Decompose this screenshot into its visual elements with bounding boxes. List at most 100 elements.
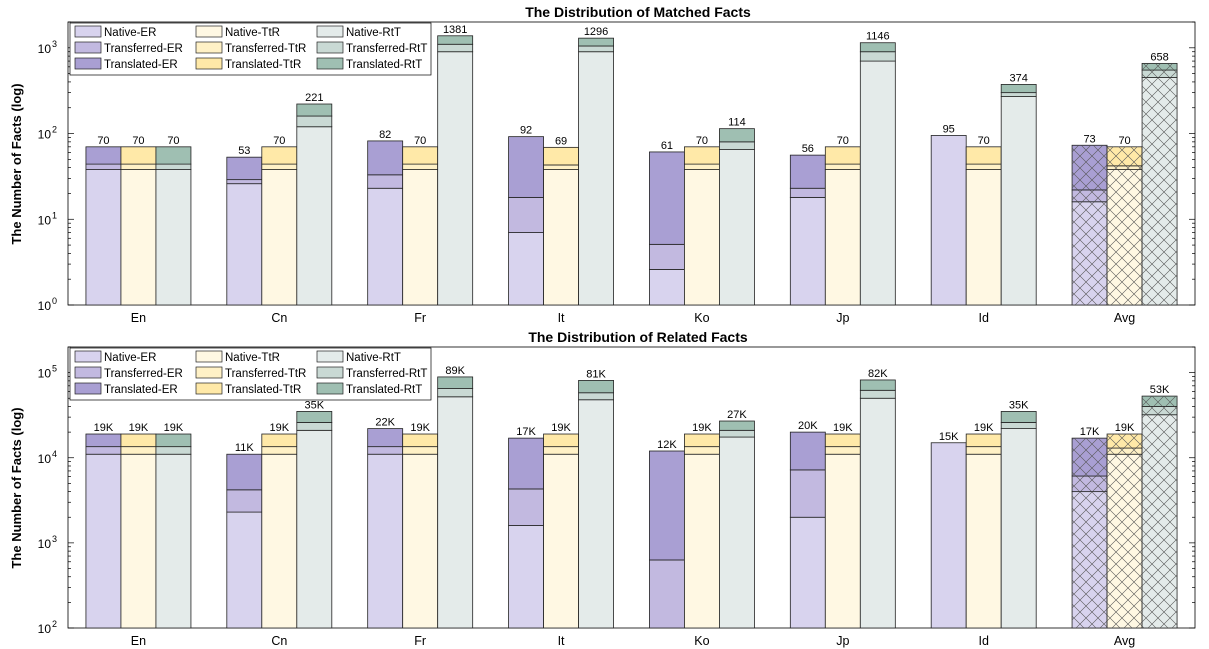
data-label: 53 xyxy=(238,145,250,157)
transferred-rtt-segment xyxy=(859,389,896,399)
native-rtt-segment xyxy=(155,453,192,629)
transferred-rtt-segment xyxy=(859,51,896,62)
data-label: 17K xyxy=(516,426,536,438)
native-rtt-segment xyxy=(437,396,474,629)
native-er-segment xyxy=(367,453,404,629)
translated-ttr-segment xyxy=(261,146,298,165)
native-rtt-segment xyxy=(578,51,614,306)
hatch-overlay xyxy=(1072,438,1108,477)
hatch-overlay xyxy=(1142,63,1178,71)
legend-entry: Transferred-RtT xyxy=(346,368,427,380)
data-label: 27K xyxy=(727,409,747,421)
transferred-rtt-segment xyxy=(155,163,192,170)
data-label: 19K xyxy=(164,422,184,434)
data-label: 374 xyxy=(1010,72,1028,84)
translated-er-segment xyxy=(789,431,826,471)
data-label: 70 xyxy=(273,135,285,147)
native-ttr-segment xyxy=(120,453,157,629)
native-er-segment xyxy=(789,516,826,629)
data-label: 69 xyxy=(555,135,567,147)
data-label: 70 xyxy=(978,135,990,147)
transferred-er-segment xyxy=(649,559,685,629)
translated-er-segment xyxy=(367,428,404,448)
hatch-overlay xyxy=(1107,448,1143,455)
transferred-ttr-segment xyxy=(684,163,720,170)
data-label: 92 xyxy=(520,125,532,137)
native-er-segment xyxy=(85,453,122,629)
data-label: 61 xyxy=(661,140,673,152)
y-tick-label: 10 xyxy=(38,213,52,227)
translated-er-segment xyxy=(226,156,263,181)
hatch-overlay xyxy=(1072,201,1108,305)
hatch-overlay xyxy=(1072,476,1108,492)
y-tick-exponent: 4 xyxy=(52,449,57,459)
related-facts-panel: The Distribution of Related Facts The Nu… xyxy=(9,329,1196,648)
transferred-ttr-segment xyxy=(543,164,579,170)
transferred-rtt-segment xyxy=(437,43,474,53)
translated-rtt-segment xyxy=(437,376,474,389)
y-tick-exponent: 3 xyxy=(52,39,57,49)
native-rtt-segment xyxy=(296,429,333,629)
transferred-ttr-segment xyxy=(120,446,157,455)
translated-rtt-segment xyxy=(719,128,755,143)
native-ttr-segment xyxy=(543,453,579,629)
native-ttr-segment xyxy=(965,453,1002,629)
legend-swatch xyxy=(195,57,223,70)
legend-entry: Native-ER xyxy=(104,27,156,39)
transferred-rtt-segment xyxy=(437,388,474,398)
translated-ttr-segment xyxy=(684,433,720,448)
y-tick-label: 10 xyxy=(38,299,52,313)
data-label: 35K xyxy=(1009,399,1029,411)
native-rtt-segment xyxy=(1000,96,1037,306)
transferred-er-segment xyxy=(85,446,122,455)
translated-ttr-segment xyxy=(120,146,157,165)
y-tick-exponent: 5 xyxy=(52,364,57,374)
data-label: 20K xyxy=(798,420,818,432)
x-tick-label: It xyxy=(558,311,565,325)
transferred-ttr-segment xyxy=(402,163,439,170)
legend-swatch xyxy=(316,366,344,379)
x-tick-label: Fr xyxy=(414,311,426,325)
y-tick-label: 10 xyxy=(38,128,52,142)
transferred-rtt-segment xyxy=(719,141,755,150)
legend-entry: Transferred-RtT xyxy=(346,43,427,55)
translated-ttr-segment xyxy=(965,146,1002,165)
legend-entry: Native-TtR xyxy=(225,352,280,364)
legend-box xyxy=(69,347,432,401)
hatch-overlay xyxy=(1107,165,1143,170)
data-label: 70 xyxy=(97,135,109,147)
transferred-ttr-segment xyxy=(965,446,1002,455)
legend-entry: Translated-ER xyxy=(104,384,178,396)
native-er-segment xyxy=(930,135,967,306)
legend-entry: Translated-TtR xyxy=(225,384,301,396)
hatch-overlay xyxy=(1107,169,1143,305)
data-label: 19K xyxy=(551,422,571,434)
translated-ttr-segment xyxy=(965,433,1002,448)
legend-entry: Transferred-TtR xyxy=(225,43,306,55)
native-ttr-segment xyxy=(965,169,1002,306)
translated-ttr-segment xyxy=(684,146,720,165)
y-tick-exponent: 1 xyxy=(52,210,57,220)
hatch-overlay xyxy=(1142,396,1178,407)
legend-swatch xyxy=(316,41,344,54)
data-label: 19K xyxy=(692,422,712,434)
matched-facts-panel: The Distribution of Matched Facts The Nu… xyxy=(9,4,1196,325)
transferred-rtt-segment xyxy=(1000,422,1037,430)
translated-rtt-segment xyxy=(296,103,333,117)
hatch-overlay xyxy=(1142,414,1178,628)
x-tick-label: Ko xyxy=(694,634,709,648)
x-tick-label: Fr xyxy=(414,634,426,648)
translated-er-segment xyxy=(508,437,544,490)
translated-rtt-segment xyxy=(155,433,192,448)
legend-swatch xyxy=(316,382,344,395)
native-er-segment xyxy=(508,232,544,306)
transferred-rtt-segment xyxy=(155,446,192,455)
legend-entry: Native-RtT xyxy=(346,352,401,364)
legend-swatch xyxy=(195,350,223,363)
legend-entry: Translated-RtT xyxy=(346,384,422,396)
transferred-ttr-segment xyxy=(261,446,298,455)
y-tick-exponent: 0 xyxy=(52,296,57,306)
translated-ttr-segment xyxy=(824,433,861,448)
data-label: 1296 xyxy=(584,26,608,38)
native-rtt-segment xyxy=(578,399,614,629)
